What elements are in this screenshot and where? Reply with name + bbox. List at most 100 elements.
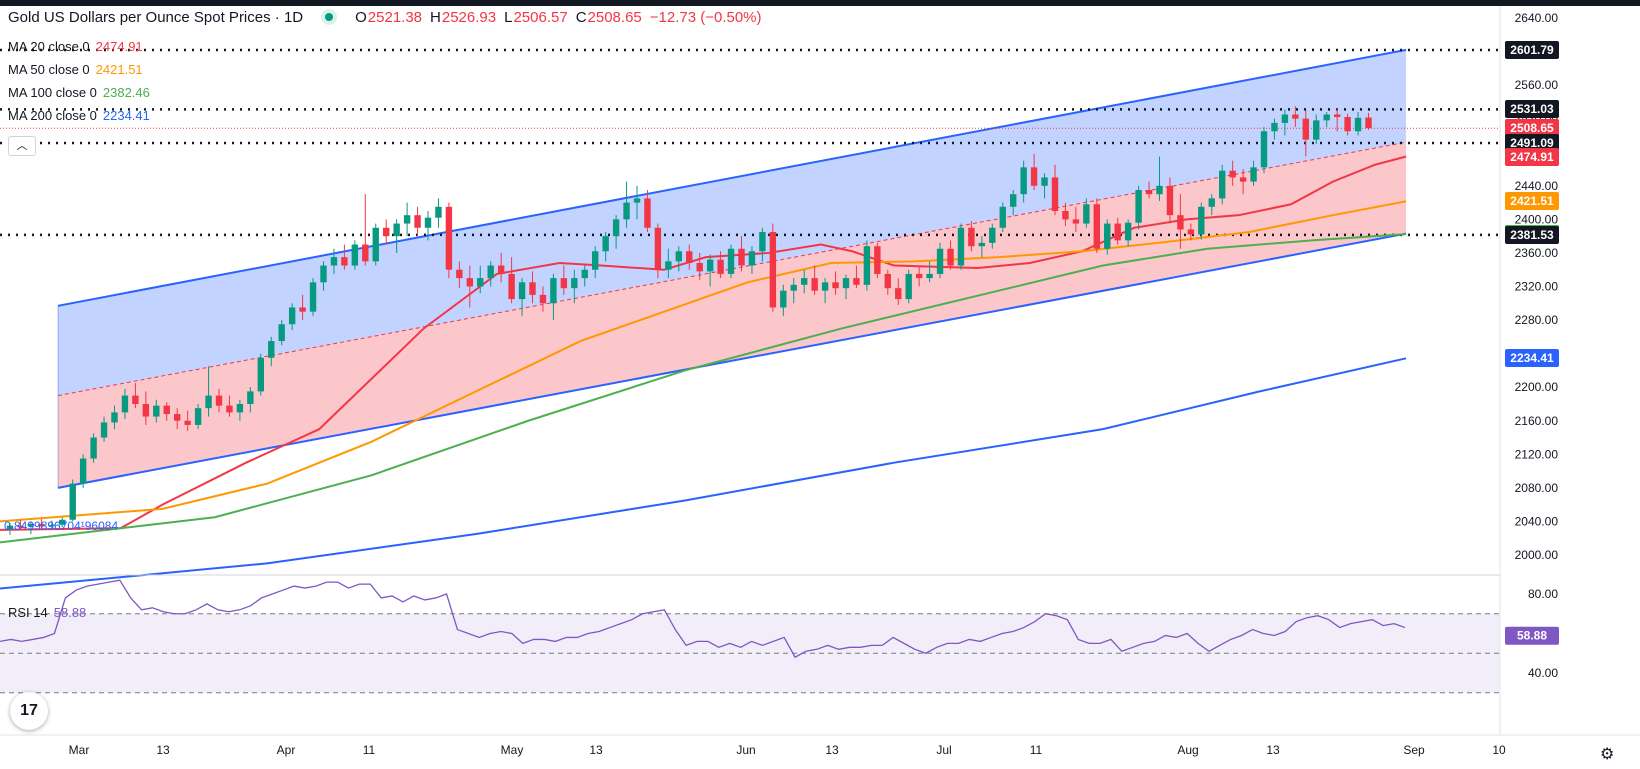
candle [790,278,797,304]
candle [351,240,359,270]
candle [184,410,191,431]
ma100-value: 2382.46 [102,85,150,100]
rsi-legend[interactable]: RSI 14 58.88 [8,605,86,620]
candle [341,244,348,270]
candle-body [1124,222,1132,241]
candle [560,265,568,295]
candle [1333,108,1341,132]
gear-icon[interactable]: ⚙ [1600,746,1615,763]
candle [6,523,14,535]
candle-body [257,357,264,392]
candle [759,227,766,262]
candle-body [1354,117,1362,132]
candle [1323,111,1330,128]
candle-body [936,248,944,274]
price-tag: 2421.51 [1505,192,1559,211]
candle-body [1030,167,1038,186]
candle-body [926,273,933,279]
symbol-title[interactable]: Gold US Dollars per Ounce Spot Prices · … [8,8,304,26]
ma200-legend[interactable]: MA 200 close 0 2234.41 [8,108,150,123]
candle-body [1062,210,1069,220]
candle-body [696,263,703,272]
candle [1271,118,1278,140]
candle [539,286,547,312]
candle-body [706,259,714,272]
x-tick-label: 13 [589,743,603,757]
candle [372,223,379,266]
tradingview-logo-icon[interactable]: 17 [10,692,48,730]
candle [435,198,442,228]
candle-body [801,278,808,285]
candle-body [38,523,45,527]
rsi-line [0,579,1406,659]
candle-body [215,395,223,406]
candle [508,257,515,304]
candle [706,254,714,287]
y-tick-label: 2000.00 [1515,548,1559,562]
candle-body [1250,167,1257,182]
candle [811,265,818,295]
candle-body [184,420,191,425]
candle [571,269,578,304]
candle [393,219,400,253]
candle-body [414,215,421,228]
x-tick-label: Sep [1403,743,1425,757]
ma100-line [0,233,1407,544]
candle [163,402,170,421]
y-tick-label: 2440.00 [1515,179,1559,193]
candle [801,269,808,294]
ma100-legend[interactable]: MA 100 close 0 2382.46 [8,85,150,100]
candle-body [59,519,66,525]
candle-body [1292,114,1299,119]
candle-body [1239,177,1247,182]
candle [1344,113,1351,136]
candle-body [1145,190,1153,195]
candle [362,194,369,266]
candle-body [560,278,568,289]
candle-body [372,227,379,262]
candle-body [132,395,139,404]
candle [456,261,463,289]
y-tick-label: 2280.00 [1515,313,1559,327]
candle-body [999,206,1006,228]
candle-body [1365,117,1372,129]
candle-body [1020,167,1027,195]
ohlc-values: O2521.38 H2526.93 L2506.57 C2508.65 −12.73 (… [355,9,769,26]
candle [142,391,150,425]
candle [1114,217,1121,245]
candle [59,517,66,528]
candle-body [278,324,285,342]
candle-body [1135,190,1142,223]
candle-body [435,206,442,218]
candle-body [456,269,463,279]
candle-body [602,236,609,252]
candle-body [1156,185,1163,195]
ma20-value: 2474.91 [95,39,143,54]
fib-level-label: 0.8499896704¹96084 [4,519,119,533]
collapse-legend-button[interactable]: ︿ [8,136,36,156]
candle-body [905,273,912,300]
candle [675,246,682,272]
candle [612,215,620,249]
candle-body [957,227,965,266]
ma20-legend[interactable]: MA 20 close 0 2474.91 [8,39,143,54]
candle-body [727,248,735,274]
candle [1041,173,1048,199]
candle-body [487,265,494,279]
ma50-legend[interactable]: MA 50 close 0 2421.51 [8,62,143,77]
candle-body [299,307,306,312]
candle-body [842,278,850,289]
candle [414,206,421,237]
candle [1365,112,1372,130]
candle [1198,202,1205,240]
candle [863,240,871,291]
candle-body [821,282,829,291]
candle-body [309,282,317,312]
candle [1145,181,1153,199]
candle [1313,114,1320,144]
candle-body [424,217,432,228]
candle [1208,194,1215,216]
candle [1187,223,1195,241]
candle-body [1198,206,1205,235]
